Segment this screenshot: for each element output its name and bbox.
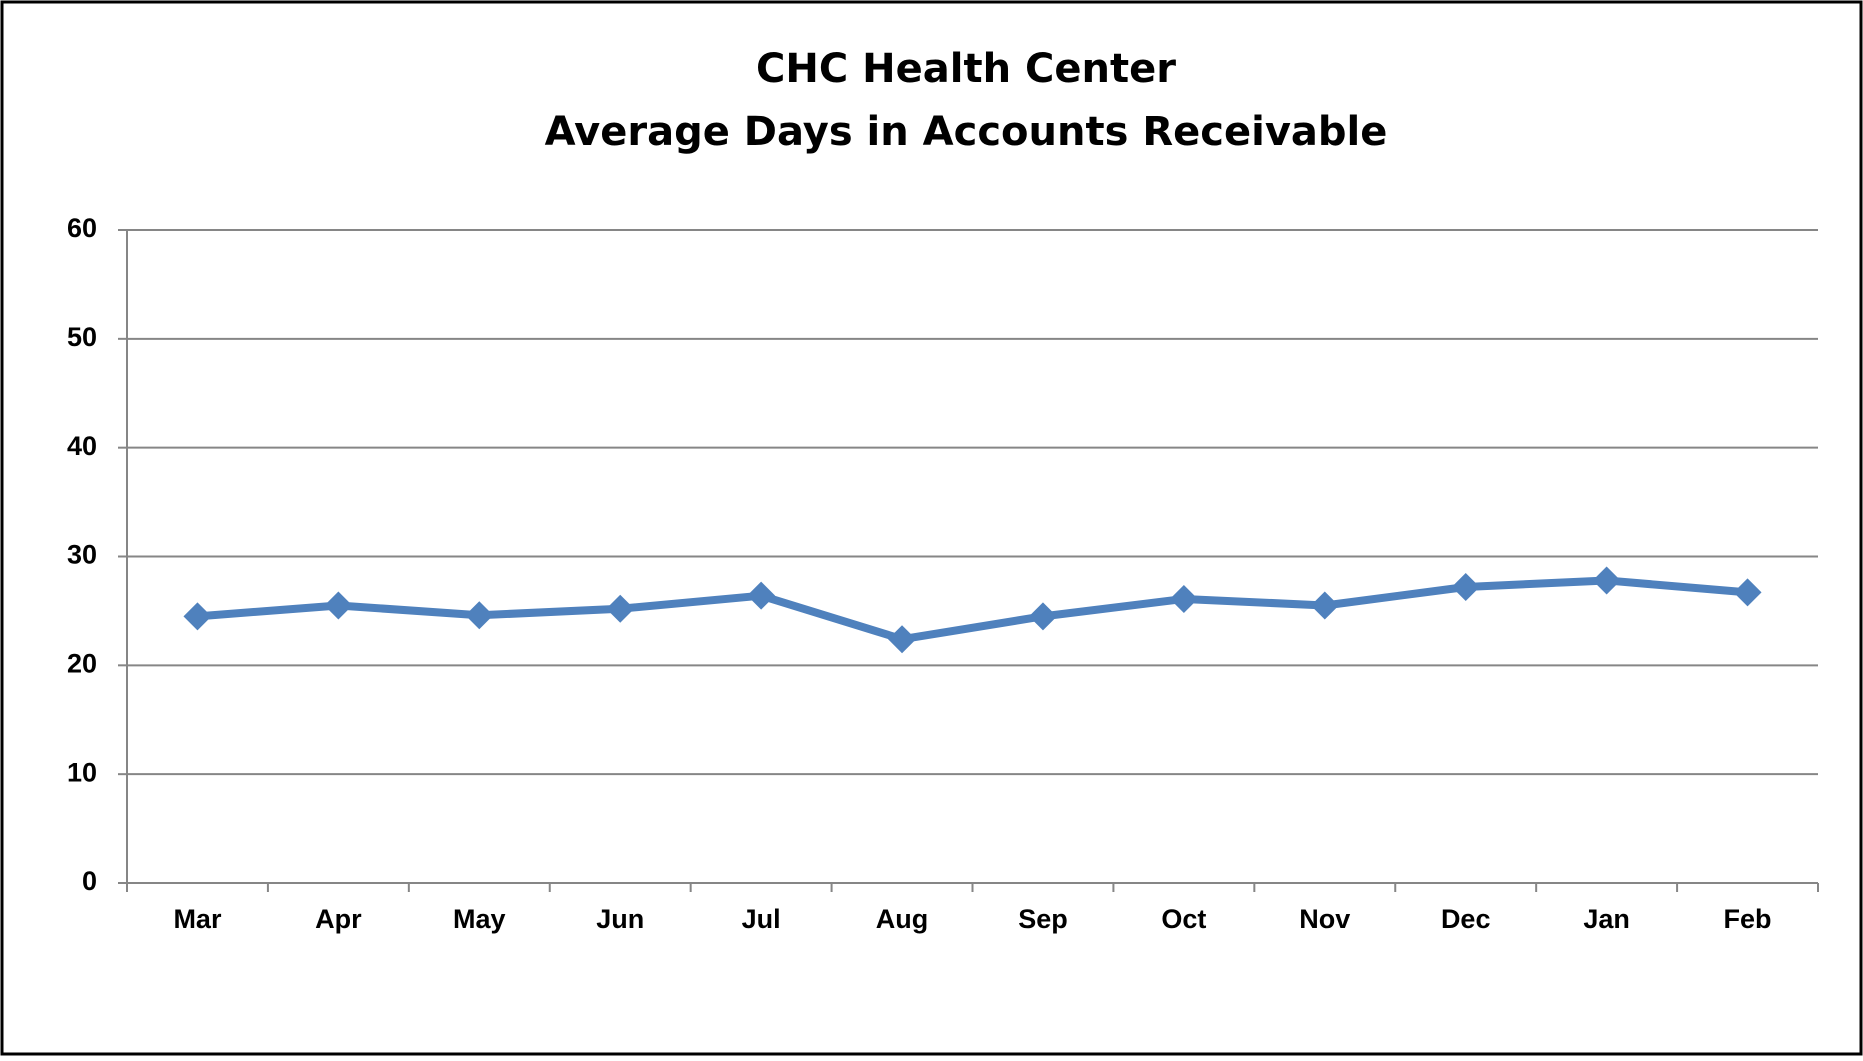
x-tick-label: Apr xyxy=(315,904,362,934)
y-tick-label: 30 xyxy=(67,540,97,570)
data-point xyxy=(1592,566,1621,595)
x-tick-label: Aug xyxy=(876,904,928,934)
y-tick-label: 40 xyxy=(67,431,97,461)
x-tick-label: May xyxy=(453,904,506,934)
x-tick-label: Dec xyxy=(1441,904,1491,934)
data-point xyxy=(888,625,917,654)
data-point xyxy=(1169,584,1198,613)
x-tick-label: Mar xyxy=(173,904,222,934)
y-tick-label: 10 xyxy=(67,757,97,787)
data-point xyxy=(1733,578,1762,607)
y-tick-label: 20 xyxy=(67,648,97,678)
x-tick-label: Jun xyxy=(596,904,644,934)
x-tick-label: Nov xyxy=(1299,904,1350,934)
y-tick-label: 50 xyxy=(67,322,97,352)
data-point xyxy=(324,591,353,620)
x-tick-label: Feb xyxy=(1724,904,1772,934)
x-tick-label: Sep xyxy=(1018,904,1068,934)
data-point xyxy=(606,594,635,623)
x-tick-label: Jul xyxy=(742,904,781,934)
chart-title: CHC Health Center xyxy=(756,46,1176,92)
data-point xyxy=(1310,591,1339,620)
x-tick-label: Oct xyxy=(1161,904,1206,934)
series-line xyxy=(197,576,1748,644)
y-tick-label: 0 xyxy=(82,866,97,896)
x-tick-label: Jan xyxy=(1583,904,1630,934)
data-point xyxy=(747,581,776,610)
y-tick-label: 60 xyxy=(67,213,97,243)
data-point xyxy=(465,601,494,630)
data-point xyxy=(183,602,212,631)
data-point xyxy=(1028,602,1057,631)
data-point xyxy=(1451,572,1480,601)
chart-subtitle: Average Days in Accounts Receivable xyxy=(545,109,1388,155)
